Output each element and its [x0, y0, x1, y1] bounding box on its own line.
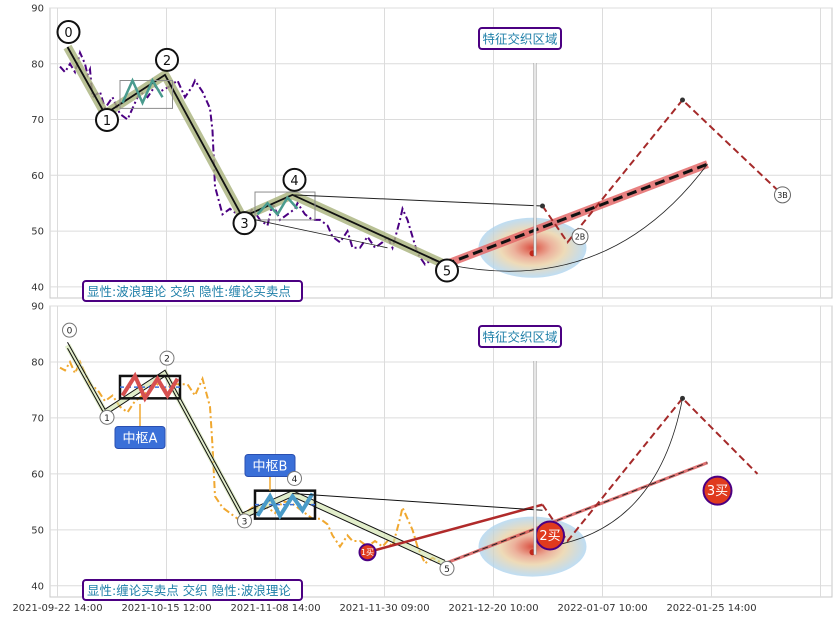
wave-point-marker	[439, 560, 455, 576]
buy-signal-label: 2买	[539, 529, 560, 544]
y-tick-label: 90	[31, 302, 44, 313]
buy-signal-marker	[702, 475, 733, 506]
channel-line	[292, 492, 543, 511]
x-tick-label: 2021-10-15 12:00	[121, 603, 211, 614]
x-tick-label: 2021-11-30 09:00	[339, 603, 429, 614]
buy-signal-marker	[358, 543, 377, 562]
wave-point-label: 5	[443, 265, 451, 280]
plot-frame	[49, 305, 833, 598]
wave-point-label: 5	[444, 565, 450, 575]
forecast-marker	[774, 186, 791, 204]
x-tick-label: 2021-11-08 14:00	[230, 603, 320, 614]
wave-point-marker	[62, 322, 77, 338]
wave-point-label: 1	[104, 414, 110, 424]
signal-line	[367, 503, 543, 554]
panel-bottom: 40 50 60 70 80 90 中枢A 中枢B 0 1 2 3 4 5 1买 2买 3买 特征交织区域显性:缠…	[31, 302, 833, 601]
forecast-label: 3B	[777, 191, 788, 200]
y-tick-label: 40	[31, 282, 44, 293]
wave-point-label: 3	[240, 217, 248, 232]
forecast-point	[680, 97, 685, 103]
zone-label-box	[244, 453, 296, 477]
projection-arc	[447, 163, 708, 272]
trend-dashed-line	[444, 462, 708, 564]
wave-point-marker	[237, 513, 252, 529]
plot-frame	[49, 7, 833, 299]
wave-line-lower	[67, 347, 446, 567]
channel-line	[242, 216, 388, 249]
y-tick-label: 50	[31, 525, 44, 536]
zone-wave-path	[120, 371, 180, 403]
buy-signal-label: 1买	[361, 548, 374, 557]
wave-point-label: 2	[163, 54, 171, 69]
y-tick-label: 70	[31, 413, 44, 424]
projection-arc	[547, 398, 683, 548]
wave-band	[64, 343, 447, 567]
zone-wave-path	[255, 492, 315, 520]
forecast-path	[541, 98, 784, 244]
wave-line-upper	[67, 341, 446, 561]
wave-point-marker	[159, 350, 175, 366]
trend-dashed-line	[444, 162, 709, 266]
wave-point-marker	[287, 470, 302, 486]
legend-text: 显性:缠论买卖点 交织 隐性:波浪理论	[87, 583, 291, 598]
intersection-heat-zone	[478, 516, 587, 577]
wave-point-label: 0	[64, 26, 72, 41]
wave-point-label: 3	[242, 517, 248, 527]
wave-point-marker	[232, 211, 257, 236]
x-tick-label: 2022-01-07 10:00	[557, 603, 647, 614]
y-tick-label: 60	[31, 469, 44, 480]
zone-label: 中枢A	[123, 432, 158, 447]
wave-point-label: 0	[67, 327, 73, 337]
y-tick-label: 80	[31, 59, 44, 70]
wave-point-marker	[56, 20, 81, 45]
legend-box	[82, 280, 303, 302]
wave-point-label: 4	[292, 475, 298, 485]
y-tick-label: 60	[31, 171, 44, 182]
x-tick-label: 2021-09-22 14:00	[12, 603, 102, 614]
wave-point-marker	[99, 409, 115, 425]
y-tick-label: 40	[31, 581, 44, 592]
y-tick-label: 70	[31, 115, 44, 126]
wave-point-label: 4	[290, 174, 298, 189]
annotation-box	[478, 27, 562, 50]
buy-signal-label: 3买	[707, 484, 728, 499]
legend-text: 显性:波浪理论 交织 隐性:缠论买卖点	[87, 284, 291, 299]
consolidation-box	[119, 80, 173, 109]
x-tick-label: 2022-01-25 14:00	[666, 603, 756, 614]
sub-wave-path	[256, 195, 299, 217]
zone-label: 中枢B	[253, 459, 288, 474]
wave-point-label: 1	[103, 114, 111, 129]
annotation-box	[478, 325, 562, 348]
wave-point-marker	[95, 107, 119, 132]
y-tick-label: 90	[31, 4, 44, 15]
wave-point-marker	[435, 258, 459, 283]
wave-line	[66, 46, 446, 266]
forecast-label: 2B	[575, 233, 586, 242]
legend-box	[82, 579, 303, 601]
channel-line	[292, 194, 543, 207]
forecast-point	[540, 203, 545, 209]
annotation-text: 特征交织区域	[482, 32, 557, 47]
consolidation-box	[254, 191, 316, 221]
annotation-text: 特征交织区域	[482, 330, 557, 345]
wave-point-marker	[155, 47, 179, 72]
wave-point-label: 2	[164, 355, 170, 365]
wave-point-marker	[282, 167, 307, 192]
zone-label-box	[114, 426, 166, 450]
x-tick-label: 2021-12-20 10:00	[448, 603, 538, 614]
y-tick-label: 80	[31, 357, 44, 368]
sub-wave-path	[121, 77, 164, 106]
intersection-heat-zone	[478, 217, 587, 278]
y-tick-label: 50	[31, 227, 44, 238]
forecast-marker	[571, 228, 589, 246]
